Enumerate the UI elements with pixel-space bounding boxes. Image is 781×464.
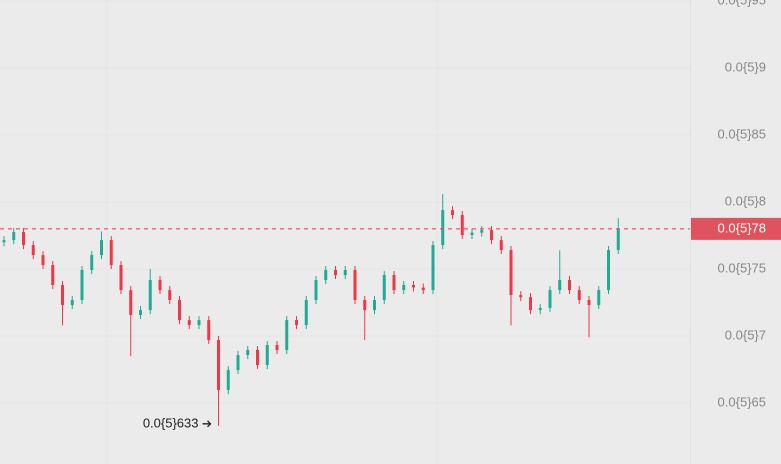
candle-body [382, 275, 386, 300]
candle-body [421, 287, 425, 291]
y-tick-label: 0.0{5}7 [725, 327, 766, 342]
y-tick-label: 0.0{5}9 [725, 60, 766, 75]
candle-body [148, 280, 152, 311]
candle-body [402, 284, 406, 291]
candle-body [558, 280, 562, 291]
candle-body [324, 269, 328, 281]
candle-body [207, 320, 211, 341]
candle-body [285, 320, 289, 350]
y-tick-label: 0.0{5}8 [725, 193, 766, 208]
candle-body [392, 275, 396, 291]
candle-body [343, 269, 347, 276]
candle-body [529, 297, 532, 311]
candle-body [568, 280, 571, 291]
candle-body [470, 232, 474, 236]
candle-body [499, 240, 503, 251]
candle-body [363, 299, 367, 311]
candle-body [353, 269, 357, 300]
last-price-box [691, 217, 781, 240]
candle-body [139, 310, 142, 316]
candle-body [246, 349, 250, 356]
y-tick-label: 0.0{5}75 [718, 260, 766, 275]
candle-body [373, 299, 376, 311]
candle-body [129, 290, 133, 316]
y-tick-label: 0.0{5}65 [718, 394, 766, 409]
candle-body [519, 295, 523, 298]
candle-body [256, 349, 259, 365]
candle-body [490, 230, 493, 241]
candle-body [314, 280, 318, 300]
candle-body [61, 284, 64, 306]
candle-body [587, 299, 591, 306]
candle-body [538, 307, 542, 311]
candle-body [509, 250, 513, 296]
candle-body [597, 290, 601, 306]
candle-body [158, 280, 162, 291]
candle-body [460, 215, 464, 236]
last-price-label: 0.0{5}78 [718, 220, 766, 235]
candle-body [41, 255, 45, 266]
candle-body [12, 232, 16, 241]
candle-body [100, 240, 103, 256]
candle-body [577, 290, 581, 300]
candle-body [70, 299, 74, 306]
candle-body [412, 284, 415, 288]
candle-body [22, 232, 25, 246]
candle-body [187, 320, 191, 326]
candle-body [304, 299, 308, 326]
candle-body [236, 355, 240, 371]
candle-body [80, 269, 84, 300]
candle-body [480, 230, 484, 233]
candle-body [226, 370, 230, 391]
candle-body [51, 265, 55, 285]
min-price-label: 0.0{5}633 [143, 415, 199, 430]
candle-body [178, 299, 181, 321]
candle-body [168, 290, 172, 300]
candle-body [2, 240, 6, 243]
candle-body [197, 320, 201, 326]
min-arrow [202, 420, 212, 428]
candle-body [31, 245, 35, 256]
y-tick-label: 0.0{5}95 [718, 0, 766, 8]
candle-body [334, 269, 337, 276]
candle-body [295, 320, 298, 326]
candle-body [265, 345, 269, 365]
candle-body [217, 340, 220, 391]
candle-body [109, 240, 113, 266]
candle-body [119, 265, 123, 291]
candle-body [451, 210, 454, 216]
candle-body [548, 290, 552, 308]
candle-body [616, 228, 620, 251]
y-tick-label: 0.0{5}85 [718, 126, 766, 141]
candle-body [275, 345, 279, 350]
candle-body [90, 255, 94, 270]
candle-body [607, 250, 610, 291]
candle-body [431, 245, 435, 291]
candle-body [441, 210, 445, 246]
